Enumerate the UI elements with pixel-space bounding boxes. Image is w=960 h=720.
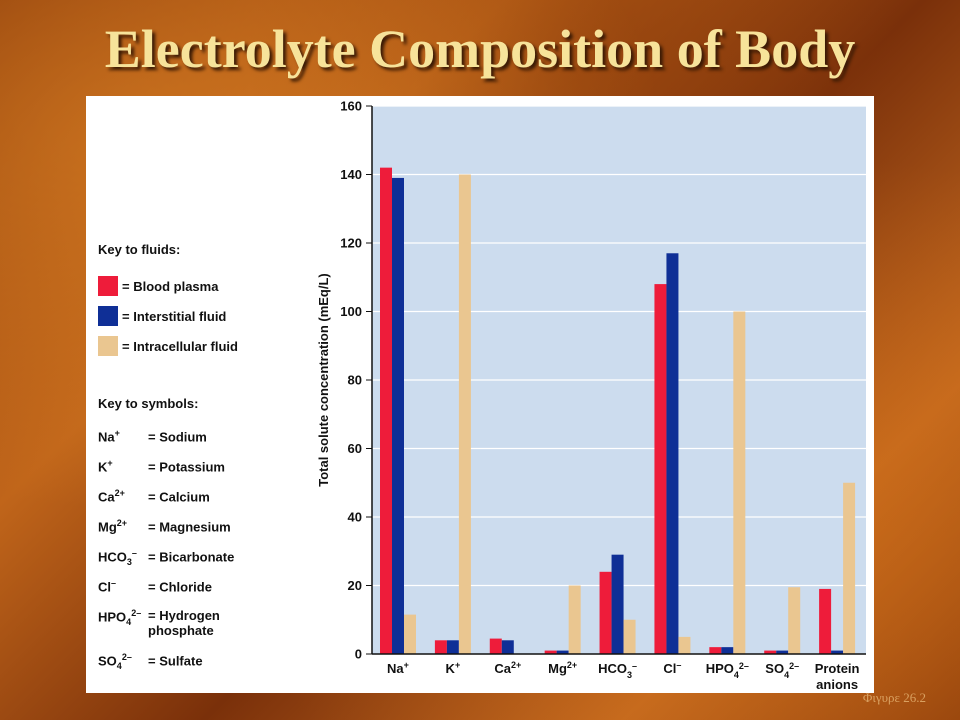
legend-label: = Intracellular fluid	[122, 338, 238, 354]
x-tick-label: HPO42–	[706, 661, 749, 680]
bar	[489, 638, 502, 654]
y-axis-label: Total solute concentration (mEq/L)	[316, 273, 331, 487]
legend-label: = Interstitial fluid	[122, 308, 227, 324]
y-tick-label: 120	[340, 236, 362, 251]
x-tick-label: K+	[446, 660, 461, 676]
symbol-meaning: = Magnesium	[148, 519, 231, 535]
bar	[544, 650, 557, 654]
legend-swatch	[98, 306, 118, 326]
fluid-key-item: = Blood plasma	[98, 276, 218, 296]
bar	[709, 647, 722, 654]
symbol-meaning: = Sulfate	[148, 653, 203, 669]
bar	[654, 284, 667, 654]
fluid-key-item: = Intracellular fluid	[98, 336, 238, 356]
symbol: Ca2+	[98, 488, 125, 505]
symbol: HCO3–	[98, 548, 137, 567]
symbol-key-item: HCO3– = Bicarbonate	[98, 548, 328, 567]
fluid-key-item: = Interstitial fluid	[98, 306, 226, 326]
symbol-key-item: Mg2+ = Magnesium	[98, 518, 328, 534]
bar	[380, 167, 392, 654]
symbol-key-item: SO42– = Sulfate	[98, 652, 328, 671]
symbol: Cl–	[98, 578, 117, 595]
y-tick-label: 60	[348, 441, 362, 456]
symbol-key-item: K+ = Potassium	[98, 458, 328, 474]
bar	[843, 482, 856, 654]
bar	[831, 650, 844, 654]
bar	[392, 177, 404, 655]
bar	[678, 636, 691, 654]
bar	[501, 640, 514, 654]
symbol-meaning: = Sodium	[148, 429, 207, 445]
legend-swatch	[98, 336, 118, 356]
y-tick-label: 80	[348, 373, 362, 388]
symbol: Na+	[98, 428, 120, 445]
bar	[776, 650, 789, 654]
symbol-key-item: Cl– = Chloride	[98, 578, 328, 594]
symbol-meaning: = Calcium	[148, 489, 210, 505]
x-tick-label: Na+	[387, 660, 409, 676]
symbol-meaning: = Hydrogen phosphate	[148, 608, 220, 638]
symbol-key-item: Ca2+ = Calcium	[98, 488, 328, 504]
bar	[721, 647, 734, 654]
x-tick-label: Cl–	[663, 660, 681, 676]
bar	[623, 619, 636, 654]
legend-label: = Blood plasma	[122, 278, 219, 294]
y-tick-label: 40	[348, 510, 362, 525]
bar	[458, 174, 471, 654]
figure-panel: Key to fluids: = Blood plasma = Interstit…	[86, 96, 874, 693]
symbol: Mg2+	[98, 518, 128, 535]
y-tick-label: 0	[355, 647, 362, 662]
bar	[446, 640, 459, 654]
y-tick-label: 20	[348, 578, 362, 593]
x-tick-label: SO42–	[765, 661, 799, 680]
bar	[733, 311, 746, 654]
bar	[556, 650, 569, 654]
slide-title: Electrolyte Composition of Body	[104, 19, 856, 79]
figure-caption: Φιγυρε 26.2	[862, 690, 926, 705]
key-symbols-heading: Key to symbols:	[98, 396, 199, 411]
y-tick-label: 160	[340, 99, 362, 114]
bar-chart: 0 20 40 60 80 100 120 140 160 Na+ K+ Ca2+ Mg2+ HCO3–…	[316, 99, 866, 692]
bar	[666, 253, 679, 654]
x-tick-label: Ca2+	[494, 660, 521, 676]
symbol-meaning: = Bicarbonate	[148, 549, 235, 565]
legend-swatch	[98, 276, 118, 296]
bar	[568, 585, 581, 654]
symbol: K+	[98, 458, 113, 475]
bar	[788, 587, 801, 654]
bar	[764, 650, 777, 654]
bar	[599, 571, 612, 654]
symbol-key-item: HPO42– = Hydrogen phosphate	[98, 608, 328, 638]
symbol: HPO42–	[98, 608, 142, 627]
symbol: SO42–	[98, 652, 132, 671]
symbol-meaning: = Chloride	[148, 579, 212, 595]
bar	[404, 614, 416, 654]
x-tick-label: Mg2+	[548, 660, 577, 676]
y-tick-label: 140	[340, 167, 362, 182]
bar	[819, 588, 832, 654]
bar	[434, 640, 447, 654]
key-fluids-heading: Key to fluids:	[98, 242, 181, 257]
x-tick-label: HCO3–	[598, 661, 637, 680]
symbol-meaning: = Potassium	[148, 459, 225, 475]
y-tick-label: 100	[340, 304, 362, 319]
bar	[611, 554, 624, 654]
symbol-key-item: Na+ = Sodium	[98, 428, 328, 444]
x-tick-label-line2: anions	[816, 677, 858, 692]
x-tick-label: Protein	[815, 661, 860, 676]
